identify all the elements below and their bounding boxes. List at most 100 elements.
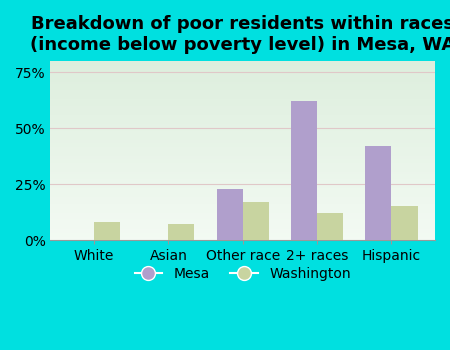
Bar [217, 189, 243, 240]
Bar [317, 213, 343, 240]
Bar [50, 149, 435, 150]
Bar [50, 136, 435, 138]
Bar [50, 235, 435, 237]
Bar [50, 75, 435, 77]
Bar [50, 77, 435, 79]
Bar [50, 61, 435, 63]
Bar [50, 201, 435, 202]
Bar [50, 165, 435, 167]
Bar [50, 124, 435, 125]
Bar [50, 88, 435, 90]
Bar [50, 104, 435, 106]
Bar [50, 66, 435, 68]
Bar [50, 222, 435, 224]
Bar [50, 213, 435, 215]
Bar [291, 101, 317, 240]
Bar [50, 140, 435, 141]
Bar [50, 154, 435, 156]
Bar [50, 226, 435, 228]
Bar [50, 167, 435, 168]
Bar [243, 202, 269, 240]
Bar [50, 131, 435, 133]
Bar [50, 238, 435, 240]
Bar [50, 192, 435, 194]
Bar [50, 217, 435, 219]
Bar [50, 80, 435, 82]
Bar [50, 220, 435, 222]
Title: Breakdown of poor residents within races
(income below poverty level) in Mesa, W: Breakdown of poor residents within races… [30, 15, 450, 54]
Bar [50, 168, 435, 170]
Bar [50, 206, 435, 208]
Bar [50, 204, 435, 206]
Bar [50, 150, 435, 152]
Bar [50, 133, 435, 134]
Bar [50, 224, 435, 226]
Bar [50, 179, 435, 181]
Bar [50, 174, 435, 176]
Bar [50, 91, 435, 93]
Bar [50, 161, 435, 163]
Bar [50, 113, 435, 115]
Bar [50, 122, 435, 124]
Bar [50, 90, 435, 91]
Bar [50, 118, 435, 120]
Bar [50, 181, 435, 183]
Bar [50, 156, 435, 158]
Bar [50, 152, 435, 154]
Bar [50, 188, 435, 190]
Bar [50, 170, 435, 172]
Bar [50, 97, 435, 99]
Bar [50, 144, 435, 145]
Bar [50, 138, 435, 140]
Bar [50, 115, 435, 117]
Bar [50, 190, 435, 192]
Bar [365, 146, 392, 240]
Bar [50, 102, 435, 104]
Bar [50, 120, 435, 122]
Bar [94, 222, 120, 240]
Bar [50, 199, 435, 201]
Bar [50, 197, 435, 199]
Bar [50, 134, 435, 136]
Bar [392, 206, 418, 240]
Bar [50, 125, 435, 127]
Bar [50, 176, 435, 177]
Bar [50, 194, 435, 195]
Bar [50, 100, 435, 102]
Bar [50, 141, 435, 144]
Bar [50, 117, 435, 118]
Bar [50, 86, 435, 88]
Bar [50, 219, 435, 220]
Bar [50, 106, 435, 107]
Bar [50, 210, 435, 211]
Bar [168, 224, 194, 240]
Bar [50, 147, 435, 149]
Bar [50, 64, 435, 66]
Bar [50, 202, 435, 204]
Bar [50, 233, 435, 235]
Bar [50, 228, 435, 229]
Bar [50, 215, 435, 217]
Bar [50, 186, 435, 188]
Bar [50, 109, 435, 111]
Bar [50, 82, 435, 84]
Legend: Mesa, Washington: Mesa, Washington [129, 262, 356, 287]
Bar [50, 145, 435, 147]
Bar [50, 208, 435, 210]
Bar [50, 84, 435, 86]
Bar [50, 231, 435, 233]
Bar [50, 229, 435, 231]
Bar [50, 93, 435, 95]
Bar [50, 72, 435, 74]
Bar [50, 160, 435, 161]
Bar [50, 95, 435, 97]
Bar [50, 211, 435, 213]
Bar [50, 70, 435, 72]
Bar [50, 107, 435, 109]
Bar [50, 74, 435, 75]
Bar [50, 237, 435, 238]
Bar [50, 183, 435, 184]
Bar [50, 63, 435, 64]
Bar [50, 184, 435, 186]
Bar [50, 163, 435, 165]
